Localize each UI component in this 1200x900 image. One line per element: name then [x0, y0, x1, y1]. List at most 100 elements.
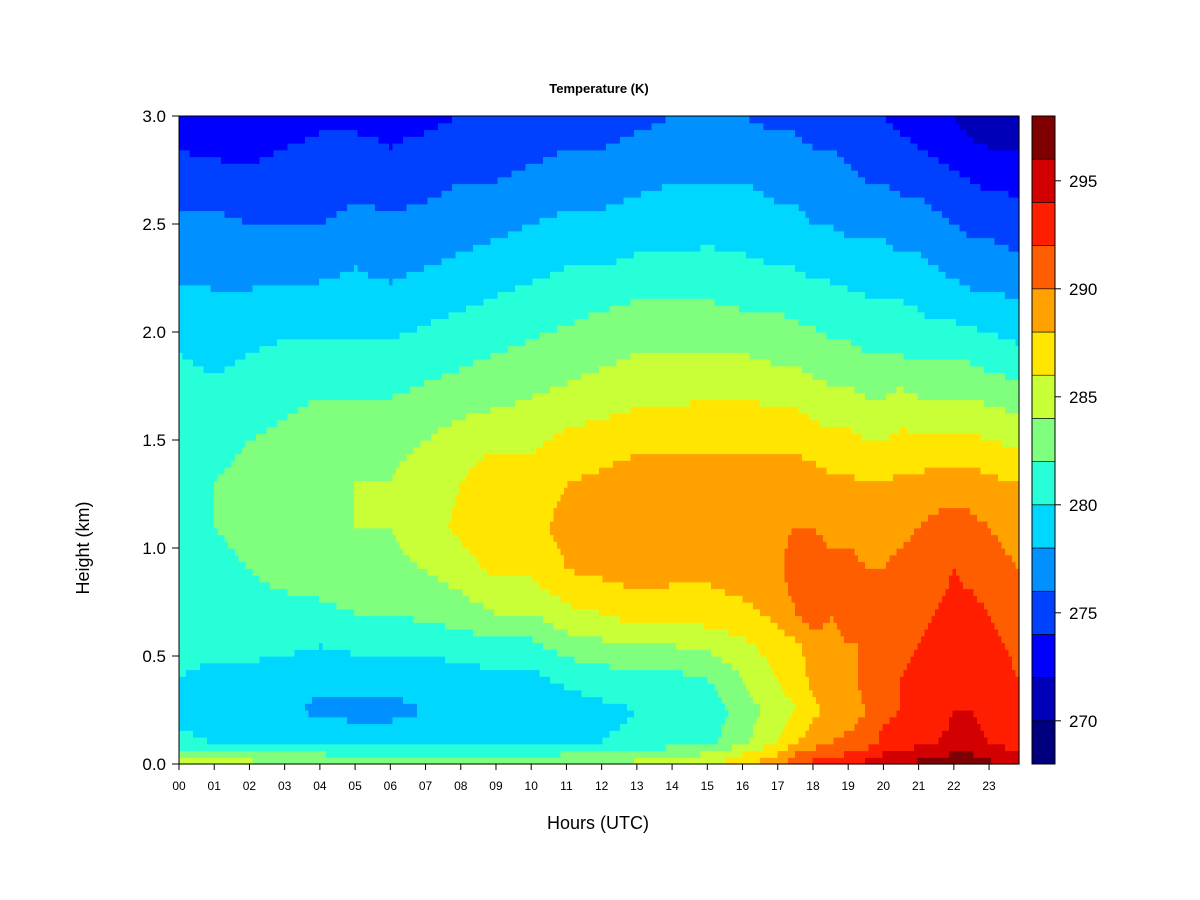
- heatmap-cell: [330, 602, 334, 609]
- heatmap-cell: [288, 670, 292, 677]
- heatmap-cell: [344, 757, 348, 764]
- heatmap-cell: [204, 602, 208, 609]
- heatmap-cell: [333, 643, 337, 650]
- heatmap-cell: [186, 467, 190, 474]
- heatmap-cell: [225, 244, 229, 251]
- heatmap-cell: [207, 697, 211, 704]
- heatmap-cell: [228, 751, 232, 758]
- heatmap-cell: [239, 420, 243, 427]
- heatmap-cell: [253, 406, 257, 413]
- heatmap-cell: [330, 595, 334, 602]
- heatmap-cell: [302, 454, 306, 461]
- heatmap-cell: [270, 204, 274, 211]
- heatmap-cell: [340, 575, 344, 582]
- heatmap-cell: [347, 683, 351, 690]
- heatmap-cell: [295, 265, 299, 272]
- heatmap-cell: [340, 535, 344, 542]
- heatmap-cell: [249, 514, 253, 521]
- heatmap-cell: [218, 271, 222, 278]
- heatmap-cell: [253, 501, 257, 508]
- heatmap-cell: [270, 170, 274, 177]
- heatmap-cell: [284, 656, 288, 663]
- heatmap-cell: [344, 386, 348, 393]
- heatmap-cell: [225, 528, 229, 535]
- heatmap-cell: [211, 521, 215, 528]
- heatmap-cell: [207, 481, 211, 488]
- heatmap-cell: [225, 217, 229, 224]
- heatmap-cell: [340, 663, 344, 670]
- heatmap-cell: [277, 562, 281, 569]
- heatmap-cell: [295, 211, 299, 218]
- heatmap-cell: [232, 609, 236, 616]
- heatmap-cell: [291, 710, 295, 717]
- heatmap-cell: [263, 433, 267, 440]
- heatmap-cell: [228, 622, 232, 629]
- heatmap-cell: [218, 541, 222, 548]
- heatmap-cell: [305, 346, 309, 353]
- heatmap-cell: [351, 724, 355, 731]
- heatmap-cell: [239, 339, 243, 346]
- heatmap-cell: [333, 136, 337, 143]
- heatmap-cell: [221, 366, 225, 373]
- heatmap-cell: [214, 440, 218, 447]
- heatmap-cell: [274, 244, 278, 251]
- heatmap-cell: [256, 298, 260, 305]
- heatmap-cell: [330, 413, 334, 420]
- heatmap-cell: [197, 251, 201, 258]
- heatmap-cell: [326, 582, 330, 589]
- heatmap-cell: [351, 224, 355, 231]
- heatmap-cell: [302, 244, 306, 251]
- heatmap-cell: [344, 494, 348, 501]
- heatmap-cell: [246, 231, 250, 238]
- heatmap-cell: [183, 508, 187, 515]
- heatmap-cell: [193, 130, 197, 137]
- heatmap-cell: [312, 177, 316, 184]
- heatmap-cell: [235, 150, 239, 157]
- heatmap-cell: [197, 474, 201, 481]
- heatmap-cell: [326, 616, 330, 623]
- heatmap-cell: [263, 136, 267, 143]
- heatmap-cell: [242, 332, 246, 339]
- heatmap-cell: [330, 204, 334, 211]
- heatmap-cell: [312, 676, 316, 683]
- heatmap-cell: [253, 197, 257, 204]
- heatmap-cell: [249, 528, 253, 535]
- heatmap-cell: [256, 406, 260, 413]
- heatmap-cell: [263, 582, 267, 589]
- heatmap-cell: [207, 332, 211, 339]
- heatmap-cell: [309, 676, 313, 683]
- heatmap-cell: [288, 575, 292, 582]
- heatmap-cell: [179, 730, 183, 737]
- heatmap-cell: [333, 609, 337, 616]
- heatmap-cell: [249, 130, 253, 137]
- heatmap-cell: [351, 305, 355, 312]
- heatmap-cell: [249, 602, 253, 609]
- heatmap-cell: [302, 541, 306, 548]
- heatmap-cell: [284, 724, 288, 731]
- heatmap-cell: [340, 413, 344, 420]
- heatmap-cell: [211, 312, 215, 319]
- heatmap-cell: [302, 609, 306, 616]
- heatmap-cell: [333, 663, 337, 670]
- heatmap-cell: [211, 197, 215, 204]
- heatmap-cell: [263, 177, 267, 184]
- heatmap-cell: [267, 379, 271, 386]
- heatmap-cell: [235, 541, 239, 548]
- heatmap-cell: [281, 589, 285, 596]
- heatmap-cell: [256, 730, 260, 737]
- heatmap-cell: [291, 373, 295, 380]
- heatmap-cell: [253, 622, 257, 629]
- heatmap-cell: [305, 643, 309, 650]
- heatmap-cell: [183, 670, 187, 677]
- heatmap-cell: [333, 508, 337, 515]
- heatmap-cell: [190, 217, 194, 224]
- heatmap-cell: [347, 541, 351, 548]
- heatmap-cell: [323, 541, 327, 548]
- heatmap-cell: [302, 251, 306, 258]
- heatmap-cell: [316, 197, 320, 204]
- heatmap-cell: [197, 541, 201, 548]
- heatmap-cell: [323, 427, 327, 434]
- heatmap-cell: [232, 514, 236, 521]
- heatmap-cell: [225, 325, 229, 332]
- heatmap-cell: [204, 494, 208, 501]
